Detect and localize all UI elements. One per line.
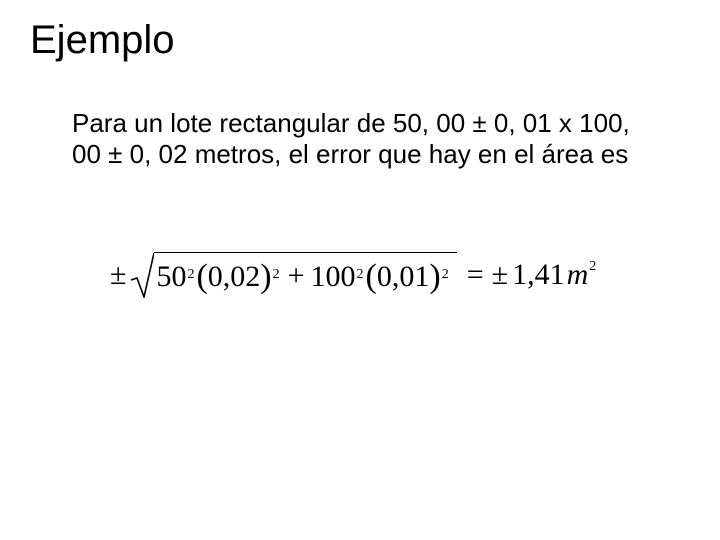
b-base: 100: [311, 260, 356, 294]
result-value: 1,41: [512, 258, 565, 292]
square-root: 50 2 ( 0,02 ) 2 + 100 2 ( 0,01 ) 2: [130, 252, 456, 298]
radicand: 50 2 ( 0,02 ) 2 + 100 2 ( 0,01 ) 2: [154, 252, 456, 298]
a-base: 50: [156, 260, 186, 294]
a-exp: 2: [187, 267, 194, 283]
radical-icon: [130, 252, 154, 298]
plus-minus-left: ±: [110, 258, 126, 292]
unit-exp: 2: [589, 259, 596, 275]
b-err-exp: 2: [442, 267, 449, 283]
lparen-b: (: [366, 258, 377, 296]
term-b: 100 2 ( 0,01 ) 2: [311, 257, 451, 295]
lparen-a: (: [196, 258, 207, 296]
a-err-exp: 2: [273, 267, 280, 283]
equals-sign: =: [467, 258, 484, 292]
b-err: 0,01: [377, 260, 430, 294]
b-exp: 2: [357, 267, 364, 283]
rparen-b: ): [429, 258, 440, 296]
formula: ± 50 2 ( 0,02 ) 2 + 100 2: [110, 252, 598, 298]
a-err: 0,02: [208, 260, 261, 294]
slide-title: Ejemplo: [30, 18, 175, 63]
body-paragraph: Para un lote rectangular de 50, 00 ± 0, …: [72, 108, 632, 169]
term-a: 50 2 ( 0,02 ) 2: [156, 257, 281, 295]
slide: Ejemplo Para un lote rectangular de 50, …: [0, 0, 720, 540]
rparen-a: ): [260, 258, 271, 296]
plus-minus-right: ±: [492, 258, 508, 292]
plus-sign: +: [288, 259, 305, 293]
unit-m: m: [567, 258, 589, 292]
